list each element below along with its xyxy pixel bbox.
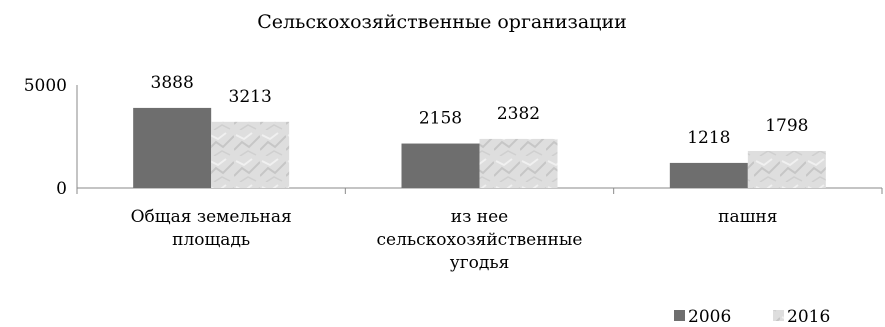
data-label: 3888 <box>151 73 194 93</box>
legend-label: 2016 <box>787 307 830 327</box>
data-label: 2158 <box>419 109 462 129</box>
bar-2006 <box>133 107 212 188</box>
legend-swatch-2016 <box>773 310 784 321</box>
data-label: 2382 <box>497 104 540 124</box>
data-label: 3213 <box>229 87 272 107</box>
data-label: 1798 <box>765 116 808 136</box>
y-tick-label: 5000 <box>24 76 67 96</box>
y-tick-label: 0 <box>56 179 67 199</box>
category-label: пашня <box>718 207 777 227</box>
chart-title: Сельскохозяйственные организации <box>257 11 627 33</box>
bar-2016 <box>479 138 558 188</box>
category-label: из нее сельскохозяйственные угодья <box>377 207 583 273</box>
legend-label: 2006 <box>688 307 731 327</box>
legend-swatch-2006 <box>674 310 685 321</box>
category-label: Общая земельная площадь <box>131 207 292 250</box>
bar-2006 <box>669 162 748 188</box>
bar-2016 <box>747 150 826 188</box>
bar-2006 <box>401 143 480 188</box>
bar-2016 <box>211 121 290 188</box>
data-label: 1218 <box>687 128 730 148</box>
